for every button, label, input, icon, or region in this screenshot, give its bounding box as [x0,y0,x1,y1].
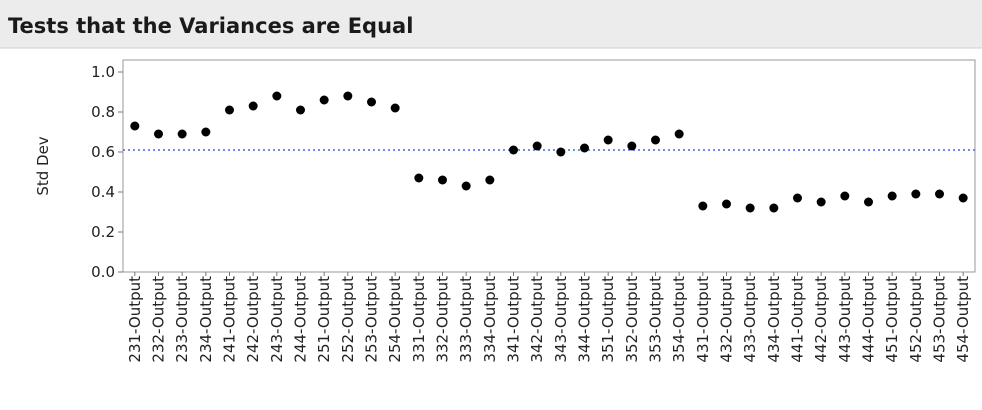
x-tick-label: 234-Output [197,276,215,363]
x-tick-label: 252-Output [339,276,357,363]
point [911,189,921,199]
point [722,199,731,209]
chart-title: Tests that the Variances are Equal [8,14,413,38]
point [769,203,779,213]
point [651,135,660,145]
header-bar [0,0,982,48]
x-tick-label: 334-Output [481,276,499,363]
point [130,121,140,131]
x-tick-label: 253-Output [363,276,381,363]
y-tick-label: 0.8 [91,103,115,121]
x-tick-label: 443-Output [836,276,854,363]
point [674,129,684,139]
y-tick-label: 0.4 [91,183,115,201]
point [840,191,850,201]
point [248,101,258,111]
point [272,91,282,101]
y-tick-label: 0.0 [91,263,115,281]
point [225,105,234,115]
point [745,203,755,213]
point [296,105,305,115]
point [461,181,471,191]
x-tick-label: 244-Output [292,276,310,363]
x-tick-label: 433-Output [741,276,759,363]
x-tick-label: 332-Output [434,276,452,363]
x-tick-label: 333-Output [457,276,475,363]
point [627,141,637,151]
x-tick-label: 254-Output [386,276,404,363]
point [390,103,400,113]
x-tick-label: 452-Output [907,276,925,363]
x-tick-label: 341-Output [505,276,523,363]
x-tick-label: 442-Output [812,276,830,363]
x-tick-label: 352-Output [623,276,641,363]
point [864,197,873,207]
point [154,129,163,139]
x-tick-label: 453-Output [931,276,949,363]
x-tick-label: 441-Output [789,276,807,363]
point [201,127,211,137]
point [509,145,518,155]
point [816,197,826,207]
plot-frame [122,59,976,273]
x-tick-label: 344-Output [576,276,594,363]
x-tick-label: 354-Output [670,276,688,363]
y-tick-label: 0.2 [91,223,115,241]
x-tick-label: 241-Output [221,276,239,363]
x-tick-label: 251-Output [315,276,333,363]
point [485,175,495,185]
x-tick-label: 231-Output [126,276,144,363]
y-axis-label: Std Dev [34,136,52,195]
point [935,189,944,199]
point [414,173,424,183]
y-tick-label: 1.0 [91,63,115,81]
point [177,129,187,139]
x-tick-label: 233-Output [173,276,191,363]
point [343,91,353,101]
point [698,201,708,211]
point [556,147,566,157]
x-tick-label: 454-Output [954,276,972,363]
point [438,175,447,185]
x-tick-label: 444-Output [860,276,878,363]
y-tick-label: 0.6 [91,143,115,161]
x-tick-label: 434-Output [765,276,783,363]
x-tick-label: 353-Output [647,276,665,363]
x-tick-label: 342-Output [528,276,546,363]
point [367,97,376,107]
x-tick-label: 343-Output [552,276,570,363]
x-tick-label: 331-Output [410,276,428,363]
x-tick-label: 431-Output [694,276,712,363]
point [580,143,589,153]
x-tick-label: 243-Output [268,276,286,363]
x-tick-label: 351-Output [599,276,617,363]
point [887,191,897,201]
x-tick-label: 242-Output [244,276,262,363]
x-tick-label: 432-Output [718,276,736,363]
point [793,193,802,203]
point [603,135,613,145]
point [319,95,329,105]
x-tick-label: 451-Output [883,276,901,363]
x-tick-label: 232-Output [150,276,168,363]
point [532,141,542,151]
point [958,193,968,203]
